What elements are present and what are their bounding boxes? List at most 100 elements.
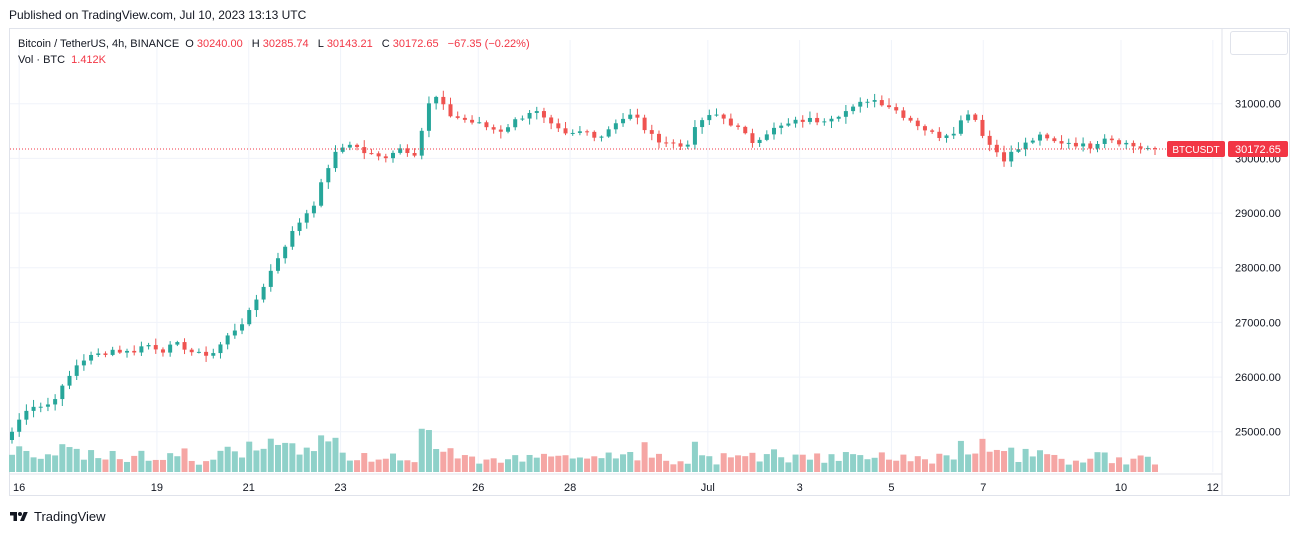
volume-bar xyxy=(864,459,871,472)
candle-body xyxy=(1073,142,1078,147)
candle-body xyxy=(81,360,86,366)
volume-bar xyxy=(1101,452,1108,472)
volume-bar xyxy=(246,441,253,472)
candle-body xyxy=(462,117,467,120)
candle-body xyxy=(807,117,812,122)
candle-body xyxy=(369,153,374,155)
volume-bar xyxy=(540,453,547,472)
volume-bar xyxy=(447,448,454,472)
volume-bar xyxy=(1080,462,1087,472)
candle-body xyxy=(714,114,719,116)
candle-body xyxy=(1088,143,1093,149)
candle-body xyxy=(772,127,776,135)
candle-body xyxy=(491,127,496,130)
candle-body xyxy=(189,349,194,353)
candle-body xyxy=(1002,152,1007,162)
candle-body xyxy=(563,128,568,134)
symbol-tag-label: BTCUSDT xyxy=(1172,145,1219,156)
x-tick-label: 5 xyxy=(888,482,894,494)
volume-bar xyxy=(634,460,641,472)
x-tick-label: 3 xyxy=(797,482,803,494)
candle-body xyxy=(319,182,324,206)
candle-body xyxy=(290,230,295,247)
volume-bar xyxy=(641,442,648,472)
candle-body xyxy=(484,122,489,128)
volume-bar xyxy=(382,458,389,472)
y-tick-label: 26000.00 xyxy=(1235,372,1281,384)
candle-body xyxy=(822,121,827,123)
volume-bar xyxy=(354,460,361,472)
legend-open: 30240.00 xyxy=(196,38,243,50)
candle-body xyxy=(376,153,381,157)
candle-body xyxy=(930,130,935,132)
candle-body xyxy=(635,114,640,118)
candle-body xyxy=(391,152,395,159)
volume-bar xyxy=(670,464,677,472)
volume-bar xyxy=(993,449,1000,472)
volume-bar xyxy=(929,463,936,472)
volume-bar xyxy=(37,458,44,472)
candle-body xyxy=(117,349,122,353)
volume-bar xyxy=(469,456,476,472)
volume-bar xyxy=(390,453,396,472)
candle-body xyxy=(153,345,158,350)
candle-body xyxy=(132,350,137,353)
volume-bar xyxy=(1144,456,1151,472)
candle-body xyxy=(527,112,532,119)
volume-bar xyxy=(871,457,878,472)
candle-body xyxy=(628,114,633,119)
volume-bar xyxy=(497,462,504,472)
candle-body xyxy=(196,351,201,353)
candle-body xyxy=(829,118,834,122)
candle-body xyxy=(225,335,230,345)
volume-bar xyxy=(1065,464,1072,472)
chart-legend: Bitcoin / TetherUS, 4h, BINANCE O 30240.0… xyxy=(18,36,533,68)
candle-body xyxy=(750,133,755,143)
candle-body xyxy=(297,222,302,231)
candle-body xyxy=(642,117,647,131)
candle-body xyxy=(362,147,367,154)
price-scale-control[interactable] xyxy=(1230,31,1288,55)
candle-body xyxy=(901,110,906,118)
volume-bar xyxy=(310,451,317,472)
volume-bar xyxy=(138,450,145,472)
volume-bar xyxy=(1008,447,1015,472)
volume-bar xyxy=(1123,464,1130,472)
last-price-label: 30172.65 xyxy=(1235,144,1281,156)
candle-body xyxy=(38,406,43,408)
volume-bar xyxy=(339,452,346,472)
candle-body xyxy=(218,344,223,354)
candle-body xyxy=(664,142,669,144)
legend-volume-value: 1.412K xyxy=(71,54,107,66)
candle-body xyxy=(60,385,65,400)
candle-body xyxy=(556,123,561,129)
volume-bar xyxy=(1137,455,1144,472)
candle-body xyxy=(513,119,518,128)
volume-bar xyxy=(461,455,468,472)
volume-bar xyxy=(555,455,562,472)
candle-body xyxy=(764,134,769,140)
volume-bar xyxy=(152,459,159,472)
candle-body xyxy=(254,299,259,311)
candle-body xyxy=(160,349,165,353)
candle-body xyxy=(1023,142,1028,150)
legend-low-label: L xyxy=(317,38,324,50)
candle-body xyxy=(865,101,870,103)
tradingview-logo-icon xyxy=(10,511,28,521)
candle-body xyxy=(656,133,661,143)
footer-brand-text: TradingView xyxy=(34,509,106,524)
candle-body xyxy=(1124,142,1129,145)
volume-bar xyxy=(713,464,720,472)
x-tick-label: 21 xyxy=(243,482,255,494)
candle-body xyxy=(67,375,72,386)
candle-body xyxy=(549,117,554,124)
volume-bar xyxy=(699,455,706,472)
volume-bar xyxy=(584,458,591,472)
candle-body xyxy=(966,114,971,121)
candle-body xyxy=(980,119,985,136)
candle-body xyxy=(685,144,690,147)
volume-bar xyxy=(957,440,964,472)
volume-bar xyxy=(943,455,950,472)
legend-open-label: O xyxy=(185,38,194,50)
